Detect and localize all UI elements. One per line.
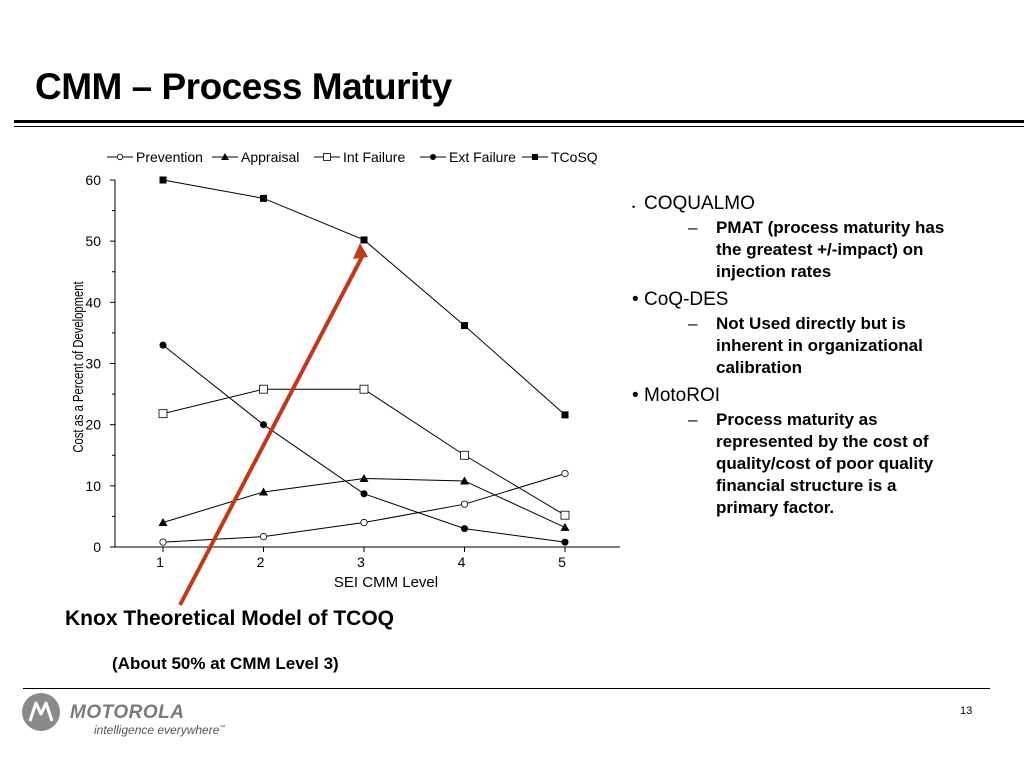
- data-point: [360, 236, 368, 244]
- y-tick-label: 30: [85, 356, 101, 372]
- title-divider: [14, 120, 1024, 123]
- legend-label: Ext Failure: [449, 149, 516, 165]
- data-point: [430, 154, 436, 160]
- data-point: [461, 322, 468, 330]
- annotation-arrow: [178, 242, 368, 606]
- sub-bullet-text: Not Used directly but is inherent in org…: [716, 314, 923, 377]
- x-tick-label: 3: [357, 554, 365, 570]
- data-point: [359, 473, 369, 482]
- legend-label: Int Failure: [343, 149, 405, 165]
- x-tick-label: 4: [458, 554, 466, 570]
- data-point: [260, 421, 267, 429]
- data-point: [360, 490, 368, 498]
- y-tick-label: 60: [85, 172, 101, 188]
- sub-bullet-coq-des: – Not Used directly but is inherent in o…: [632, 313, 962, 379]
- y-tick-label: 50: [85, 233, 101, 249]
- chart-series-lines: [162, 179, 566, 543]
- data-point: [221, 153, 229, 160]
- data-point: [359, 384, 369, 394]
- sub-bullet-motoroi: – Process maturity as represented by the…: [632, 409, 962, 519]
- footer-divider: [23, 688, 990, 689]
- y-tick-label: 10: [85, 478, 101, 494]
- series-line: [162, 179, 566, 416]
- dash-icon: –: [688, 314, 698, 333]
- sub-bullet-coqualmo: – PMAT (process maturity has the greates…: [632, 217, 962, 283]
- data-point: [561, 469, 569, 478]
- data-point: [460, 450, 469, 460]
- data-point: [116, 153, 124, 161]
- data-point: [159, 538, 167, 546]
- bullet-dot-icon: •: [632, 202, 636, 212]
- bullet-list: • COQUALMO – PMAT (process maturity has …: [632, 193, 962, 525]
- tagline-text: intelligence everywhere: [94, 723, 220, 737]
- annotation-arrow-head: [353, 242, 368, 259]
- data-point: [561, 411, 569, 419]
- data-point: [158, 409, 168, 419]
- x-axis-label: SEI CMM Level: [334, 574, 438, 591]
- bullet-motoroi: • MotoROI: [632, 385, 962, 407]
- x-tick-label: 1: [156, 554, 164, 570]
- annotation-sublabel: (About 50% at CMM Level 3): [112, 654, 339, 673]
- data-point: [532, 154, 538, 160]
- bullet-label: MotoROI: [644, 385, 721, 406]
- annotation-arrow-shaft: [178, 254, 365, 606]
- data-point: [560, 510, 570, 520]
- brand-tagline: intelligence everywhere™: [94, 723, 225, 737]
- y-tick-label: 20: [85, 417, 101, 433]
- x-tick-label: 2: [257, 554, 265, 570]
- slide-title: CMM – Process Maturity: [35, 66, 452, 107]
- sub-bullet-text: PMAT (process maturity has the greatest …: [716, 218, 945, 281]
- dash-icon: –: [688, 410, 698, 429]
- y-axis-label: Cost as a Percent of Development: [69, 281, 86, 453]
- chart-series-markers: [158, 176, 570, 546]
- data-point: [159, 341, 167, 349]
- data-point: [460, 500, 469, 508]
- data-point: [561, 538, 569, 546]
- data-point: [460, 476, 469, 485]
- dash-icon: –: [688, 218, 698, 237]
- data-point: [260, 194, 267, 202]
- data-point: [159, 176, 167, 184]
- data-point: [259, 487, 268, 496]
- trademark-mark: ™: [219, 725, 226, 731]
- bullet-coqualmo: • COQUALMO: [632, 193, 962, 215]
- y-tick-label: 0: [93, 539, 101, 555]
- series-line: [162, 473, 566, 543]
- brand-wordmark: MOTOROLA: [70, 702, 185, 723]
- data-point: [360, 518, 368, 527]
- title-divider-thin: [14, 126, 1024, 127]
- page-number: 13: [960, 705, 973, 717]
- bullet-dot-icon: •: [632, 289, 639, 310]
- data-point: [560, 522, 570, 531]
- bullet-label: COQUALMO: [644, 193, 755, 214]
- legend-label: Prevention: [136, 149, 203, 165]
- data-point: [323, 153, 331, 161]
- y-tick-label: 40: [85, 294, 101, 310]
- data-point: [461, 525, 468, 533]
- legend-label: Appraisal: [241, 149, 299, 165]
- bullet-dot-icon: •: [632, 385, 639, 406]
- legend-label: TCoSQ: [551, 149, 598, 165]
- bullet-label: CoQ-DES: [644, 289, 729, 310]
- x-tick-label: 5: [558, 554, 566, 570]
- annotation-label: Knox Theoretical Model of TCOQ: [65, 607, 395, 630]
- chart-legend: Prevention Appraisal Int Failure Ext Failur…: [107, 149, 598, 165]
- motorola-batwing-logo-icon: [22, 693, 60, 731]
- chart-axes: 0 10 20 30 40 50 60 1 2 3 4 5: [85, 172, 620, 570]
- sub-bullet-text: Process maturity as represented by the c…: [716, 410, 934, 517]
- bullet-coq-des: • CoQ-DES: [632, 289, 962, 311]
- data-point: [259, 533, 268, 541]
- data-point: [158, 518, 168, 527]
- data-point: [259, 384, 268, 394]
- series-line: [162, 344, 566, 543]
